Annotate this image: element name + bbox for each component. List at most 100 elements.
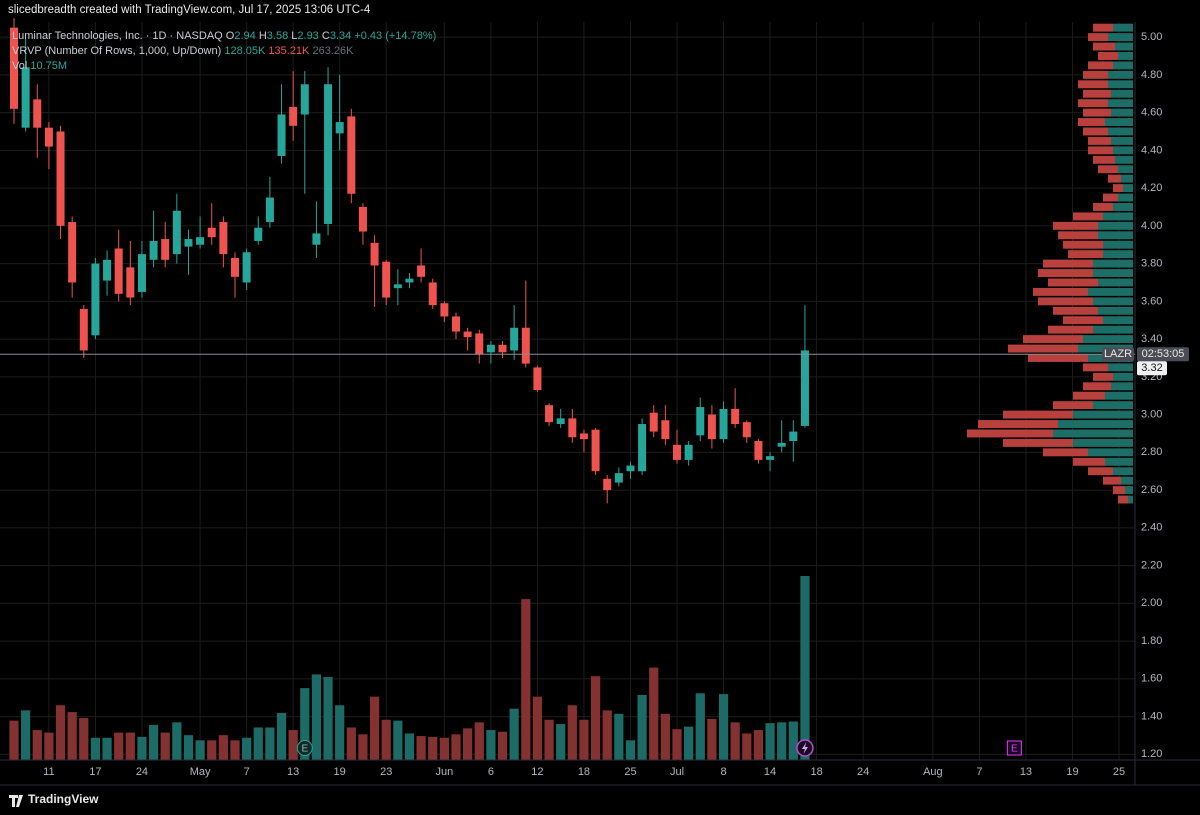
candle-body — [91, 263, 100, 336]
volume-bar — [590, 676, 601, 760]
ohlc-value: 3.58 — [266, 30, 289, 42]
volume-bar — [230, 740, 240, 760]
volume-bar — [695, 693, 705, 760]
volume-bar — [474, 722, 484, 760]
candle-body — [731, 408, 740, 425]
volume-bar — [253, 727, 263, 760]
profile-up — [1083, 335, 1133, 344]
y-tick-label: 1.60 — [1141, 673, 1162, 685]
candle-body — [10, 27, 18, 109]
price-label: 3.32 — [1141, 362, 1162, 374]
profile-up — [1098, 278, 1133, 287]
x-tick-label: 13 — [1020, 766, 1032, 778]
x-tick-label: 18 — [810, 766, 822, 778]
x-tick-label: 25 — [624, 766, 636, 778]
profile-up — [1115, 42, 1133, 51]
volume-bar — [672, 729, 682, 760]
vol-value: 10.75M — [30, 60, 68, 72]
profile-up — [1103, 212, 1133, 221]
volume-bar — [195, 740, 205, 760]
volume-bar — [579, 719, 589, 760]
candle-body — [510, 327, 519, 351]
candle-body — [452, 316, 460, 332]
profile-up — [1093, 269, 1133, 278]
vrvp-label: VRVP (Number Of Rows, 1,000, Up/Down) — [12, 45, 222, 57]
profile-up — [1113, 61, 1133, 70]
profile-up — [1121, 174, 1133, 183]
volume-bar — [148, 724, 159, 760]
x-tick-label: 12 — [531, 766, 543, 778]
volume-bar — [788, 721, 798, 760]
candle-body — [719, 408, 728, 440]
candle-body — [172, 210, 181, 255]
vrvp-total: 263.26K — [312, 45, 354, 57]
volume-bar — [207, 740, 217, 760]
profile-down — [1053, 401, 1093, 410]
volume-bar — [637, 694, 647, 760]
volume-bar — [369, 696, 380, 760]
candle-body — [568, 418, 577, 438]
header: slicedbreadth created with TradingView.c… — [8, 4, 371, 16]
profile-up — [1098, 306, 1133, 315]
profile-up — [1098, 221, 1133, 230]
volume-bar — [114, 732, 124, 760]
candle-body — [68, 222, 77, 283]
candle-body — [800, 350, 809, 426]
candle-body — [103, 259, 112, 281]
candle-body — [742, 422, 751, 438]
profile-up — [1113, 23, 1133, 32]
profile-down — [1088, 467, 1113, 476]
x-tick-label: 8 — [720, 766, 726, 778]
profile-down — [1093, 203, 1113, 211]
volume-bar — [21, 710, 31, 760]
profile-up — [1073, 410, 1133, 419]
volume-bar — [684, 726, 694, 760]
y-tick-label: 2.80 — [1141, 446, 1162, 458]
volume-bar — [218, 735, 228, 760]
candle-body — [324, 84, 333, 224]
vrvp-up: 128.05K — [224, 45, 266, 57]
volume-bar — [67, 712, 77, 760]
candle-body — [44, 127, 53, 147]
profile-down — [1048, 325, 1093, 334]
candle-body — [347, 116, 356, 194]
profile-up — [1108, 363, 1133, 372]
candle-body — [79, 308, 88, 351]
volume-bar — [463, 728, 473, 760]
profile-down — [1063, 240, 1103, 249]
volume-bar — [602, 710, 612, 760]
profile-up — [1098, 231, 1133, 240]
candle-body — [335, 122, 344, 134]
profile-up — [1125, 486, 1133, 495]
y-tick-label: 3.60 — [1141, 295, 1162, 307]
candle-body — [696, 407, 705, 436]
volume-bar — [346, 727, 356, 760]
vol-label: Vol — [12, 60, 28, 72]
profile-down — [1063, 316, 1103, 325]
candle-body — [603, 478, 612, 491]
candle-body — [358, 206, 367, 232]
countdown-tag — [1137, 347, 1189, 362]
profile-up — [1105, 457, 1133, 466]
candle-body — [33, 99, 42, 128]
candle-body — [777, 442, 786, 447]
candle-body — [579, 433, 588, 440]
profile-up — [1088, 287, 1133, 296]
legend-row: Luminar Technologies, Inc. · 1D · NASDAQ… — [12, 29, 436, 44]
candle-body — [277, 114, 286, 157]
candle-body — [417, 265, 426, 277]
y-tick-label: 3.80 — [1141, 258, 1162, 270]
profile-up — [1113, 372, 1133, 381]
profile-up — [1093, 297, 1133, 306]
profile-down — [1083, 108, 1111, 117]
profile-up — [1123, 184, 1133, 193]
y-tick-label: 3.00 — [1141, 408, 1162, 420]
profile-up — [1113, 203, 1133, 211]
profile-down — [1088, 136, 1111, 145]
profile-up — [1073, 438, 1133, 447]
volume-bar — [55, 705, 66, 760]
symbol-label: LAZR — [1104, 348, 1132, 360]
x-tick-label: 7 — [976, 766, 982, 778]
volume-bar — [439, 737, 449, 760]
